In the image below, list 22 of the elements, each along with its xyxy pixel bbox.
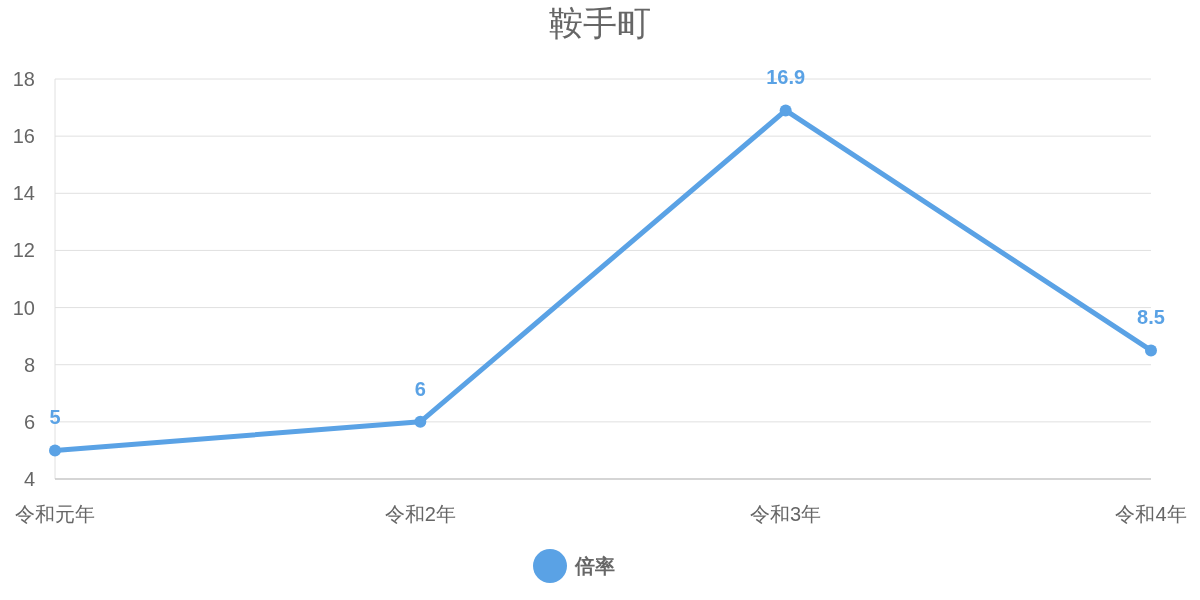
y-tick-label: 6 — [23, 410, 35, 433]
y-tick-label: 18 — [12, 68, 35, 90]
y-tick-label: 14 — [12, 182, 35, 205]
point — [414, 415, 427, 428]
x-tick-label: 令和元年 — [15, 503, 95, 525]
y-tick-label: 16 — [12, 125, 35, 148]
data-label: 5 — [49, 406, 61, 429]
legend-label: 倍率 — [574, 555, 615, 577]
data-label: 16.9 — [766, 66, 806, 89]
y-tick-label: 8 — [23, 353, 35, 376]
point — [49, 444, 61, 457]
x-tick-label: 令和2年 — [384, 503, 456, 525]
y-tick-label: 12 — [12, 239, 35, 262]
data-label: 6 — [414, 377, 426, 400]
x-tick-label: 令和4年 — [1115, 503, 1187, 525]
data-label: 8.5 — [1137, 306, 1165, 329]
x-tick-label: 令和3年 — [750, 503, 822, 525]
y-tick-label: 4 — [23, 468, 35, 490]
point — [779, 104, 792, 117]
chart-title: 鞍手町 — [549, 4, 651, 42]
point — [1145, 344, 1157, 357]
y-tick-label: 10 — [12, 296, 35, 319]
